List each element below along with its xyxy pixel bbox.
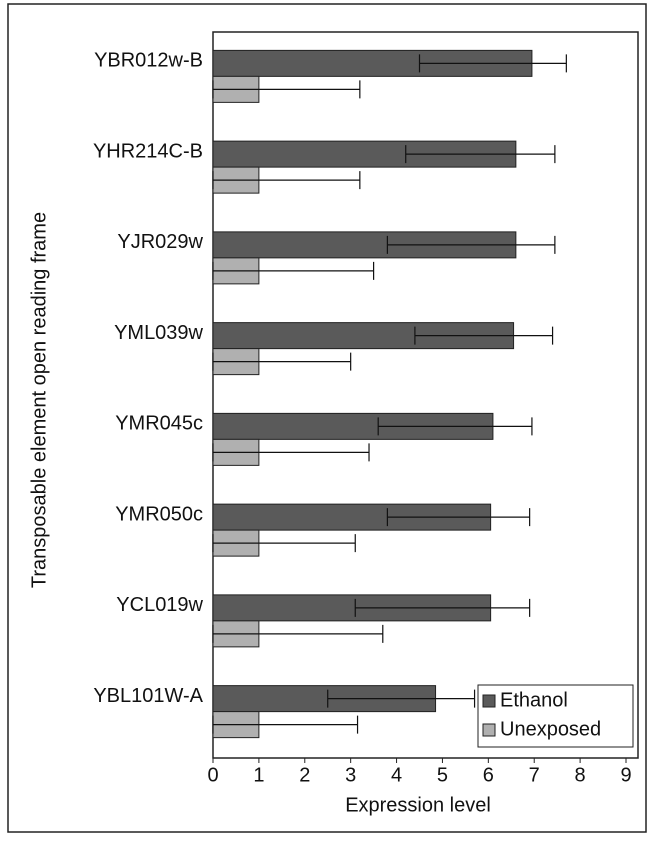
- x-axis-label: Expression level: [345, 794, 491, 816]
- legend-swatch: [482, 694, 496, 708]
- x-tick-label: 5: [437, 764, 448, 786]
- x-tick-label: 6: [483, 764, 494, 786]
- bar: [212, 685, 437, 713]
- x-tick-label: 8: [575, 764, 586, 786]
- frame: [7, 3, 647, 833]
- legend-swatch: [482, 723, 496, 737]
- plot-area: [212, 31, 639, 759]
- y-tick-label: YJR029w: [117, 231, 203, 253]
- legend-box: [477, 684, 634, 748]
- y-tick-label: YML039w: [114, 322, 203, 344]
- x-tick-label: 4: [391, 764, 402, 786]
- y-tick-label: YHR214C-B: [93, 140, 203, 162]
- x-tick-label: 0: [207, 764, 218, 786]
- x-tick-label: 3: [345, 764, 356, 786]
- x-tick-label: 2: [299, 764, 310, 786]
- x-tick-label: 9: [620, 764, 631, 786]
- x-tick-label: 7: [529, 764, 540, 786]
- y-tick-label: YBL101W-A: [93, 685, 203, 707]
- y-tick-label: YCL019w: [116, 594, 203, 616]
- y-axis-label: Transposable element open reading frame: [28, 212, 50, 588]
- y-tick-label: YBR012w-B: [94, 50, 203, 72]
- legend-label: Unexposed: [500, 718, 601, 740]
- legend-label: Ethanol: [500, 689, 568, 711]
- y-tick-label: YMR050c: [115, 503, 203, 525]
- x-tick-label: 1: [253, 764, 264, 786]
- y-tick-label: YMR045c: [115, 413, 203, 435]
